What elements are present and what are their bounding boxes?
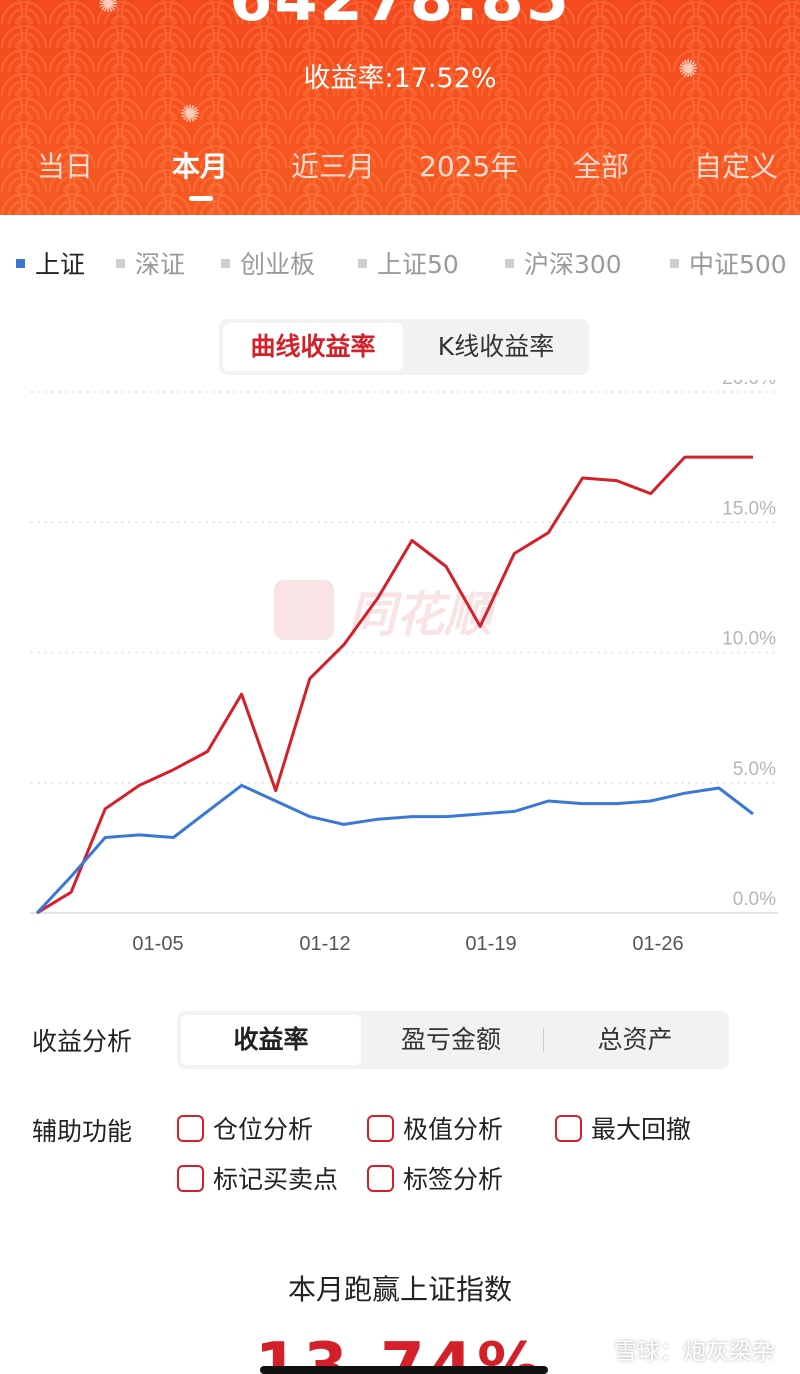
yield-rate: 收益率:17.52% <box>303 63 497 94</box>
index-item-shanghai[interactable]: 上证 <box>16 245 85 281</box>
x-tick-label: 01-05 <box>132 933 183 955</box>
index-yield-line <box>35 783 754 915</box>
position-analysis-checkbox[interactable]: 仓位分析 <box>177 1110 313 1146</box>
firework-icon: ✺ <box>678 55 699 83</box>
x-tick-label: 01-12 <box>299 933 350 955</box>
checkbox-icon <box>555 1114 582 1142</box>
tab-custom[interactable]: 自定义 <box>694 150 779 183</box>
checkbox-icon <box>367 1114 394 1142</box>
y-tick-label: 15.0% <box>722 498 776 519</box>
index-label: 上证 <box>35 250 86 279</box>
separator <box>543 1028 544 1052</box>
pnl-amount-option[interactable]: 盈亏金额 <box>400 1025 501 1054</box>
tab-all[interactable]: 全部 <box>573 150 630 183</box>
brand-text: 雪球：炮灰梁杂 <box>614 1339 775 1365</box>
tab-year-2025[interactable]: 2025年 <box>419 150 519 183</box>
y-tick-label: 10.0% <box>722 629 776 650</box>
legend-dot-icon <box>670 258 679 268</box>
index-item-sse50[interactable]: 上证50 <box>358 245 459 281</box>
xueqiu-watermark: 雪球：炮灰梁杂 <box>582 1332 775 1366</box>
legend-dot-icon <box>358 258 367 268</box>
index-item-csi500[interactable]: 中证500 <box>670 245 787 281</box>
index-item-shenzhen[interactable]: 深证 <box>116 245 185 281</box>
x-tick-label: 01-19 <box>465 933 516 955</box>
curve-yield-option[interactable]: 曲线收益率 <box>223 323 403 371</box>
benchmark-selector: 上证 深证 创业板 上证50 沪深300 中证500 <box>0 245 800 281</box>
watermark: 同花顺 <box>274 580 544 643</box>
tab-three-months[interactable]: 近三月 <box>291 150 376 183</box>
legend-dot-icon <box>221 258 230 268</box>
index-label: 沪深300 <box>524 250 622 279</box>
legend-dot-icon <box>116 258 125 268</box>
header-banner: ✺ ✺ ✺ 64278.85 收益率:17.52% 当日 本月 近三月 2025… <box>0 0 800 215</box>
brand-logo-icon <box>274 580 334 640</box>
watermark-text: 同花顺 <box>348 587 493 643</box>
aux-label: 辅助功能 <box>32 1117 133 1146</box>
checkbox-label: 仓位分析 <box>213 1115 314 1144</box>
period-tabs: 当日 本月 近三月 2025年 全部 自定义 <box>0 145 800 195</box>
firework-icon: ✺ <box>98 0 119 18</box>
wave-pattern <box>0 0 800 215</box>
analysis-label: 收益分析 <box>32 1027 133 1056</box>
max-drawdown-checkbox[interactable]: 最大回撤 <box>555 1110 691 1146</box>
checkbox-label: 极值分析 <box>403 1115 504 1144</box>
index-item-csi300[interactable]: 沪深300 <box>505 245 622 281</box>
kline-yield-option[interactable]: K线收益率 <box>437 332 555 361</box>
mark-trades-checkbox[interactable]: 标记买卖点 <box>177 1160 338 1196</box>
index-label: 中证500 <box>689 250 787 279</box>
tab-this-month[interactable]: 本月 <box>172 150 229 183</box>
firework-icon: ✺ <box>180 100 201 128</box>
index-item-chinext[interactable]: 创业板 <box>221 245 315 281</box>
y-tick-label: 20.0% <box>722 380 776 389</box>
checkbox-icon <box>177 1164 204 1192</box>
checkbox-label: 标记买卖点 <box>213 1165 339 1194</box>
checkbox-label: 标签分析 <box>403 1165 504 1194</box>
index-label: 上证50 <box>377 250 459 279</box>
legend-dot-icon <box>505 258 514 268</box>
x-tick-label: 01-26 <box>632 933 683 955</box>
index-label: 创业板 <box>240 250 316 279</box>
y-tick-label: 0.0% <box>733 889 776 910</box>
index-label: 深证 <box>135 250 186 279</box>
yield-chart: 0.0% 5.0% 10.0% 15.0% 20.0% 01-05 01-12 01-19 01… <box>30 380 778 955</box>
beat-index-title: 本月跑赢上证指数 <box>287 1273 512 1306</box>
tag-analysis-checkbox[interactable]: 标签分析 <box>367 1160 503 1196</box>
portfolio-yield-line <box>36 455 753 915</box>
total-asset-value: 64278.85 <box>0 0 800 35</box>
checkbox-icon <box>367 1164 394 1192</box>
yield-rate-option[interactable]: 收益率 <box>181 1015 361 1065</box>
analysis-toggle: 收益率 盈亏金额 总资产 <box>177 1011 729 1069</box>
checkbox-icon <box>177 1114 204 1142</box>
active-tab-indicator <box>189 196 213 201</box>
tab-today[interactable]: 当日 <box>37 150 94 183</box>
y-tick-label: 5.0% <box>733 759 776 780</box>
checkbox-label: 最大回撤 <box>591 1115 692 1144</box>
extreme-analysis-checkbox[interactable]: 极值分析 <box>367 1110 503 1146</box>
total-assets-option[interactable]: 总资产 <box>597 1025 673 1054</box>
xueqiu-logo-icon <box>582 1336 608 1362</box>
legend-dot-icon <box>16 258 25 268</box>
home-indicator <box>260 1366 548 1374</box>
curve-type-toggle: 曲线收益率 K线收益率 <box>219 319 589 375</box>
